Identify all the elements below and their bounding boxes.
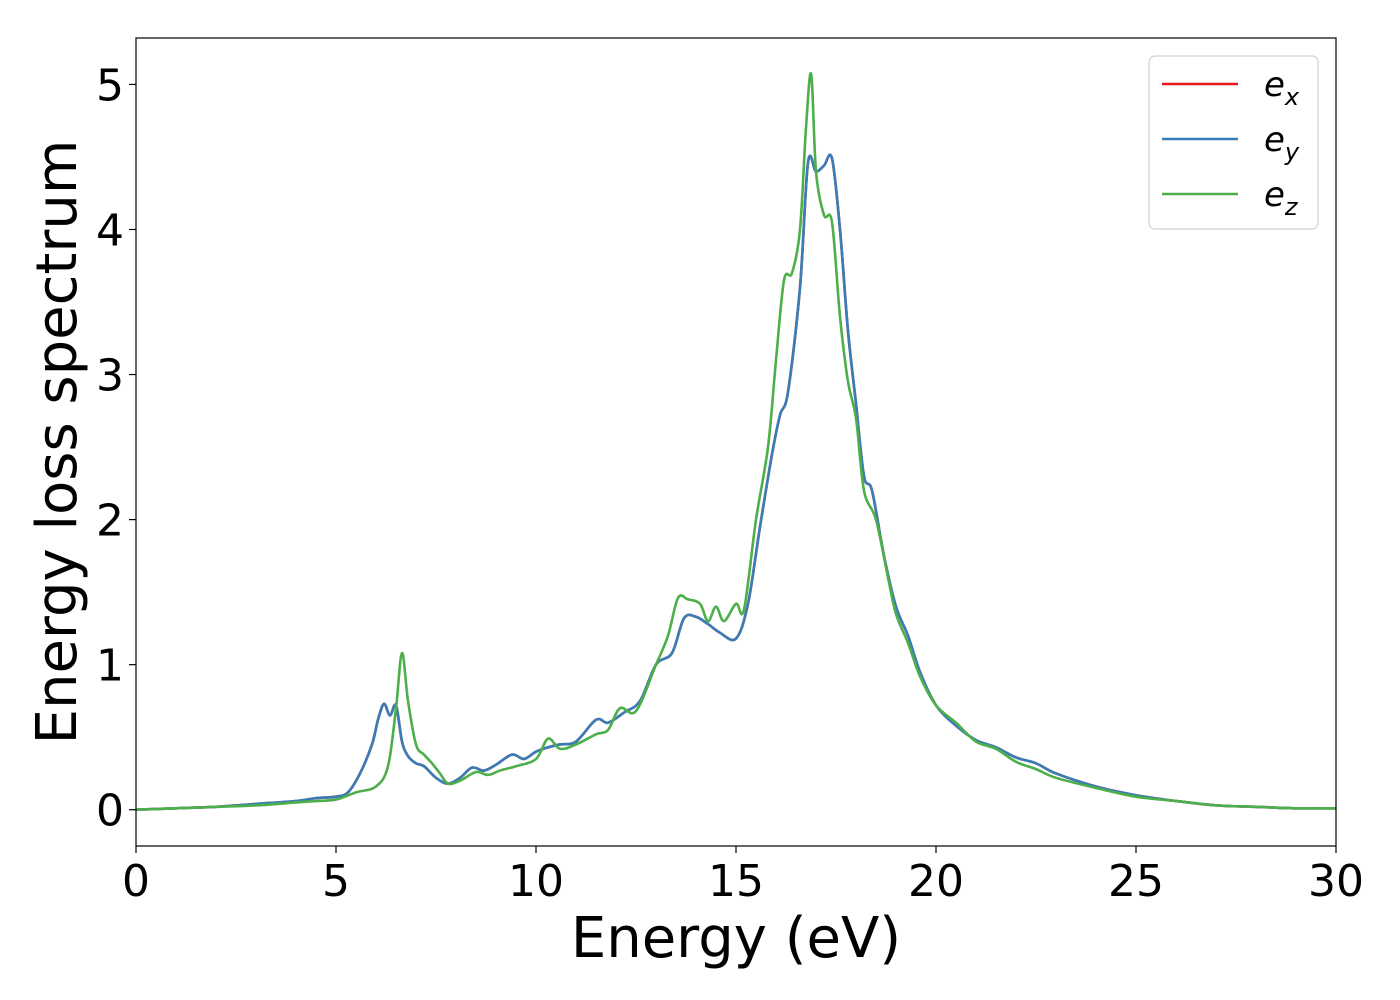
series-line-e-z xyxy=(136,72,1336,812)
plot-series-group xyxy=(136,72,1336,812)
x-tick-label: 10 xyxy=(508,856,564,907)
legend-label-subscript: x xyxy=(1284,83,1300,111)
y-tick-label: 4 xyxy=(96,205,124,256)
x-axis: 0 5 10 15 20 25 30 xyxy=(122,846,1364,907)
y-axis: 0 1 2 3 4 5 xyxy=(96,60,136,837)
x-axis-label: Energy (eV) xyxy=(571,906,901,971)
legend-label-base: e xyxy=(1264,175,1285,215)
legend-box xyxy=(1148,55,1319,230)
y-tick-label: 2 xyxy=(96,496,124,547)
x-tick-label: 15 xyxy=(708,856,764,907)
legend-label-subscript: z xyxy=(1284,193,1299,221)
y-tick-label: 3 xyxy=(96,351,124,402)
series-line-e-x xyxy=(136,153,1336,812)
legend-label-e-y: ey xyxy=(1264,120,1300,166)
legend-label-base: e xyxy=(1264,65,1285,105)
series-line-e-y xyxy=(136,153,1336,812)
x-tick-label: 20 xyxy=(908,856,964,907)
x-tick-label: 0 xyxy=(122,856,150,907)
y-tick-label: 5 xyxy=(96,60,124,111)
legend-label-e-z: ez xyxy=(1264,175,1299,221)
y-tick-label: 0 xyxy=(96,786,124,837)
legend-label-base: e xyxy=(1264,120,1285,160)
legend-label-e-x: ex xyxy=(1264,65,1300,111)
y-tick-label: 1 xyxy=(96,641,124,692)
y-axis-label: Energy loss spectrum xyxy=(25,140,90,745)
legend-label-subscript: y xyxy=(1284,138,1300,166)
x-tick-label: 25 xyxy=(1108,856,1164,907)
x-tick-label: 30 xyxy=(1308,856,1364,907)
x-tick-label: 5 xyxy=(322,856,350,907)
